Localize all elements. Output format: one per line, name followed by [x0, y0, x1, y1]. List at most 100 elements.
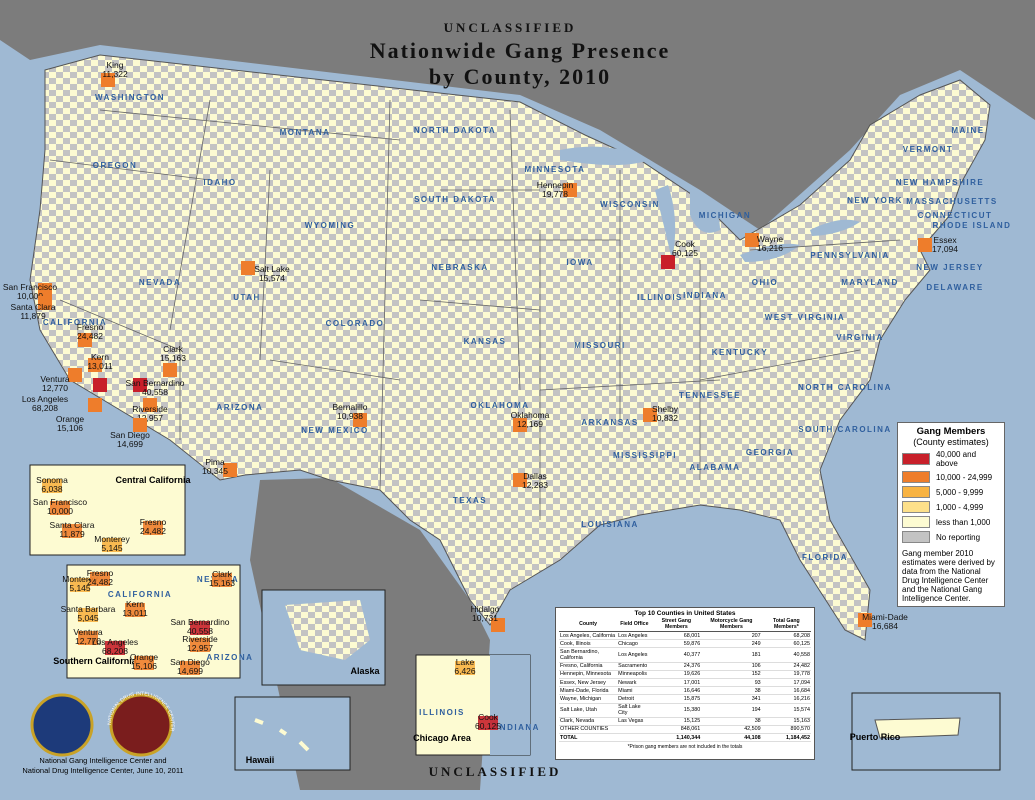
- county-name: Salt Lake: [254, 264, 290, 274]
- table-row: Los Angeles, California Los Angeles 68,001…: [559, 631, 811, 641]
- county-fill: [143, 398, 157, 412]
- inset-county-value: 5,145: [69, 583, 91, 593]
- inset-county-value: 10,000: [47, 506, 73, 516]
- table-cell: 15,574: [761, 703, 811, 718]
- county-value: 17,094: [932, 244, 958, 254]
- legend-label: 1,000 - 4,999: [936, 502, 984, 512]
- legend-swatch: [902, 486, 930, 498]
- inset-county-name: Monterey: [94, 534, 130, 544]
- inset-county-name: Lake: [456, 657, 475, 667]
- table-cell: San Bernardino, California: [559, 647, 618, 663]
- state-label: WISCONSIN: [600, 200, 660, 209]
- county-name: Santa Clara: [11, 302, 56, 312]
- inset-county-fill: [478, 716, 498, 730]
- table-cell: Detroit: [617, 694, 652, 704]
- county-name: Cook: [675, 239, 696, 249]
- inset-state-label: CALIFORNIA: [108, 590, 172, 599]
- legend-label: less than 1,000: [936, 517, 991, 527]
- county-value: 68,208: [32, 403, 58, 413]
- state-label: INDIANA: [683, 291, 727, 300]
- inset-county-name: San Diego: [170, 657, 210, 667]
- table-cell: 59,876: [651, 639, 702, 649]
- state-label: NEBRASKA: [431, 263, 488, 272]
- county-fill: [661, 255, 675, 269]
- county-name: Shelby: [652, 404, 679, 414]
- county-value: 12,957: [137, 413, 163, 423]
- table-cell: Los Angeles, California: [559, 631, 618, 641]
- table-cell: 341: [701, 694, 762, 704]
- state-label: CONNECTICUT: [918, 211, 993, 220]
- table-cell: Clark, Nevada: [559, 717, 618, 726]
- table-cell: 15,163: [761, 717, 811, 726]
- table-cell: Las Vegas: [617, 717, 652, 726]
- table-cell: 16,684: [761, 686, 811, 696]
- legend-swatch: [902, 471, 930, 483]
- inset-county-value: 5,145: [101, 543, 123, 553]
- table-grid: County Field Office Street Gang Members Mot…: [559, 617, 811, 743]
- state-label: ILLINOIS: [637, 293, 683, 302]
- county-name: San Diego: [110, 430, 150, 440]
- county-fill: [38, 283, 52, 297]
- table-cell: 68,001: [651, 631, 702, 641]
- county-value: 60,125: [672, 248, 698, 258]
- state-label: WYOMING: [305, 221, 356, 230]
- us-mainland: [29, 54, 991, 641]
- inset-county-fill: [78, 631, 98, 645]
- state-label: RHODE ISLAND: [933, 221, 1012, 230]
- county-value: 11,879: [20, 311, 46, 321]
- inset-county-value: 40,558: [187, 626, 213, 636]
- inset-state-label: ILLINOIS: [419, 708, 465, 717]
- county-fill: [88, 398, 102, 412]
- state-label: KANSAS: [464, 337, 507, 346]
- inset-county-fill: [78, 608, 98, 622]
- table-cell: 44,108: [701, 733, 762, 743]
- county-value: 12,283: [522, 480, 548, 490]
- table-row: Salt Lake, Utah Salt Lake City 15,380 194 15…: [559, 703, 811, 718]
- table-cell: 42,509: [701, 725, 762, 735]
- county-fill: [513, 473, 527, 487]
- inset-county-fill: [42, 479, 62, 493]
- county-name: Hennepin: [537, 180, 574, 190]
- legend-item: 1,000 - 4,999: [902, 501, 1000, 513]
- county-fill: [101, 73, 115, 87]
- table-cell: Chicago: [617, 639, 652, 649]
- county-fill: [38, 296, 52, 310]
- inset-county-value: 68,208: [102, 646, 128, 656]
- table-row: OTHER COUNTIES 848,061 42,509 890,570: [559, 725, 811, 735]
- county-name: Clark: [163, 344, 184, 354]
- state-label: MARYLAND: [841, 278, 898, 287]
- county-fill: [223, 463, 237, 477]
- state-label: WASHINGTON: [95, 93, 165, 102]
- table-cell: 17,001: [651, 678, 702, 688]
- table-cell: 38: [701, 686, 762, 696]
- top-counties-table: Top 10 Counties in United States County Fi…: [555, 607, 815, 760]
- county-name: Kern: [91, 352, 109, 362]
- county-fill: [163, 363, 177, 377]
- inset-county-value: 12,770: [75, 636, 101, 646]
- table-cell: Los Angeles: [617, 631, 652, 641]
- table-cell: 24,482: [761, 662, 811, 671]
- legend-label: 5,000 - 9,999: [936, 487, 984, 497]
- county-name: Fresno: [77, 322, 104, 332]
- legend-subtitle: (County estimates): [913, 437, 989, 447]
- table-cell: 40,377: [651, 647, 702, 663]
- table-footnote: *Prison gang members are not included in…: [627, 744, 743, 751]
- table-cell: 19,626: [651, 670, 702, 679]
- state-label: DELAWARE: [926, 283, 983, 292]
- county-name: San Francisco: [3, 282, 58, 292]
- county-fill: [88, 358, 102, 372]
- inset-county-value: 13,011: [122, 608, 148, 618]
- state-label: NEW JERSEY: [916, 263, 983, 272]
- inset-county-value: 5,045: [77, 613, 99, 623]
- canada: [0, 0, 1035, 230]
- inset-title: Chicago Area: [413, 733, 472, 743]
- county-value: 10,938: [337, 411, 363, 421]
- county-name: Hidalgo: [471, 604, 500, 614]
- legend-label: 40,000 and above: [935, 450, 977, 468]
- county-fill: [133, 418, 147, 432]
- table-cell: 15,125: [651, 717, 702, 726]
- legend-label: 10,000 - 24,999: [936, 472, 993, 482]
- county-value: 19,778: [542, 189, 568, 199]
- inset-county-name: Cook: [478, 712, 499, 722]
- state-label: SOUTH CAROLINA: [798, 425, 891, 434]
